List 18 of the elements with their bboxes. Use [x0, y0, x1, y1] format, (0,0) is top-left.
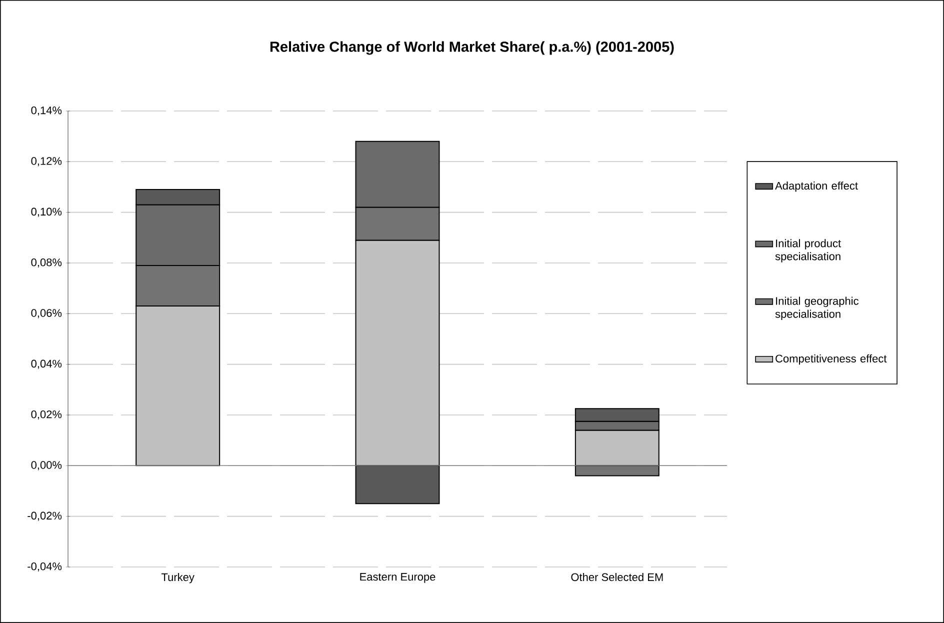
y-tick-label: 0,04%: [31, 360, 62, 369]
y-tick-label: -0,02%: [28, 512, 62, 521]
x-tick-label: Turkey: [161, 572, 194, 584]
y-tick-label: 0,06%: [31, 309, 62, 318]
legend-label: Competitiveness effect: [776, 354, 887, 365]
legend-label: Adaptation effect: [775, 182, 858, 192]
legend-label: Initial geographic specialisation: [775, 296, 858, 320]
chart-title: Relative Change of World Market Share( p.a.%) (2001-2005): [270, 41, 674, 55]
legend-label: Initial product specialisation: [775, 239, 841, 262]
y-tick-label: 0,12%: [31, 157, 62, 166]
y-tick-label: 0,00%: [31, 461, 62, 470]
x-tick-label: Other Selected EM: [571, 572, 663, 582]
y-tick-label: 0,14%: [31, 106, 62, 116]
y-tick-label: 0,02%: [31, 410, 62, 420]
y-tick-label: 0,08%: [31, 258, 62, 268]
x-tick-label: Eastern Europe: [360, 572, 436, 583]
y-tick-label: -0,04%: [28, 562, 62, 572]
y-tick-label: 0,10%: [31, 208, 62, 217]
